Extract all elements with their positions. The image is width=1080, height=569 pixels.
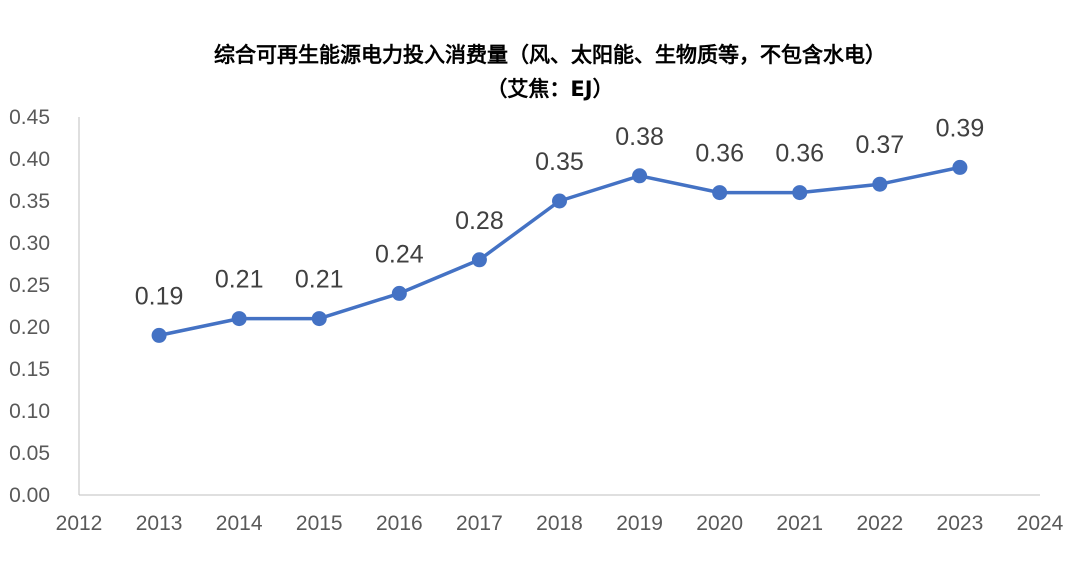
data-point	[552, 193, 567, 209]
data-point	[872, 176, 888, 192]
data-label: 0.21	[215, 266, 264, 294]
data-point	[632, 168, 648, 184]
y-tick-label: 0.05	[9, 442, 50, 465]
data-point	[792, 185, 808, 201]
y-tick-label: 0.15	[9, 358, 50, 381]
data-point	[952, 159, 968, 175]
y-tick-label: 0.40	[9, 148, 50, 171]
x-tick-label: 2013	[136, 512, 183, 535]
data-label: 0.24	[375, 240, 424, 268]
chart-subtitle: （艾焦：EJ）	[486, 77, 613, 101]
y-tick-label: 0.25	[9, 274, 50, 297]
axes	[78, 117, 1040, 496]
data-label: 0.39	[936, 114, 985, 142]
y-tick-label: 0.20	[9, 316, 50, 339]
x-tick-label: 2020	[696, 512, 743, 535]
data-label: 0.36	[775, 140, 824, 168]
x-tick-label: 2022	[856, 512, 903, 535]
data-point	[712, 185, 728, 201]
chart-title: 综合可再生能源电力投入消费量（风、太阳能、生物质等，不包含水电）	[214, 43, 886, 67]
x-tick-label: 2014	[216, 512, 263, 535]
x-axis-ticks: 2012 2013 2014 2015 2016 2017 2018 2019 2020 2021…	[56, 512, 1064, 535]
data-point	[471, 252, 487, 268]
data-point	[151, 327, 167, 343]
y-tick-label: 0.10	[9, 400, 50, 423]
y-tick-label: 0.00	[9, 484, 50, 507]
data-label: 0.28	[455, 207, 504, 235]
x-tick-label: 2024	[1017, 512, 1064, 535]
data-point	[311, 311, 327, 327]
x-tick-label: 2012	[56, 512, 103, 535]
data-label: 0.38	[615, 123, 664, 151]
y-axis-ticks: 0.00 0.05 0.10 0.15 0.20 0.25 0.30 0.35 0.40 0.45	[9, 106, 50, 507]
data-label: 0.35	[535, 148, 584, 176]
x-tick-label: 2023	[937, 512, 984, 535]
data-labels: 0.19 0.21 0.21 0.24 0.28 0.35 0.38 0.36 0.36 0.37…	[135, 114, 985, 310]
y-tick-label: 0.45	[9, 106, 50, 129]
y-tick-label: 0.35	[9, 190, 50, 213]
data-point	[231, 311, 247, 327]
x-tick-label: 2015	[296, 512, 343, 535]
data-point	[391, 285, 407, 301]
x-tick-label: 2016	[376, 512, 423, 535]
x-tick-label: 2018	[536, 512, 583, 535]
series-line	[158, 165, 961, 338]
data-label: 0.37	[855, 131, 904, 159]
x-tick-label: 2019	[616, 512, 663, 535]
data-label: 0.21	[295, 266, 344, 294]
data-label: 0.36	[695, 140, 744, 168]
y-tick-label: 0.30	[9, 232, 50, 255]
x-tick-label: 2021	[776, 512, 823, 535]
series-line-group	[151, 159, 968, 343]
data-label: 0.19	[135, 282, 184, 310]
x-tick-label: 2017	[456, 512, 503, 535]
